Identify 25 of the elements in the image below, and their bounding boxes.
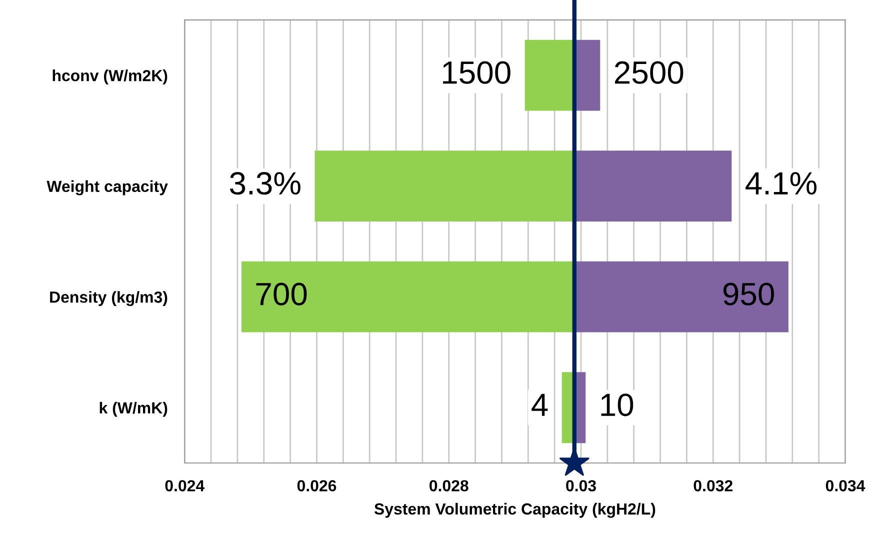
annotation: 10 <box>601 394 634 416</box>
x-tick-label: 0.026 <box>297 480 336 492</box>
annotation: 1500 <box>443 61 510 84</box>
bar <box>314 150 574 222</box>
bar <box>241 261 574 332</box>
x-tick-label: 0.03 <box>566 480 596 492</box>
bar <box>574 40 600 111</box>
y-tick-label: k (W/mK) <box>100 402 168 417</box>
x-tick-label: 0.034 <box>826 480 866 492</box>
x-tick-label: 0.024 <box>165 480 205 492</box>
annotation: 4 <box>532 394 548 416</box>
x-tick-label: 0.032 <box>694 480 732 492</box>
x-axis-title: System Volumetric Capacity (kgH2/L) <box>374 502 656 518</box>
annotation: 2500 <box>614 61 684 84</box>
bar <box>574 261 788 332</box>
annotation: 950 <box>723 282 774 306</box>
y-tick-label: Weight capacity <box>46 180 168 196</box>
y-tick-label: hconv (W/m2K) <box>52 70 168 84</box>
x-tick-label: 0.028 <box>430 480 468 492</box>
annotation: 3.3% <box>230 172 300 195</box>
annotation: 700 <box>256 282 307 306</box>
y-tick-label: Density (kg/m3) <box>50 291 168 306</box>
bar <box>524 40 574 111</box>
bar <box>574 150 732 222</box>
annotation: 4.1% <box>746 172 817 195</box>
